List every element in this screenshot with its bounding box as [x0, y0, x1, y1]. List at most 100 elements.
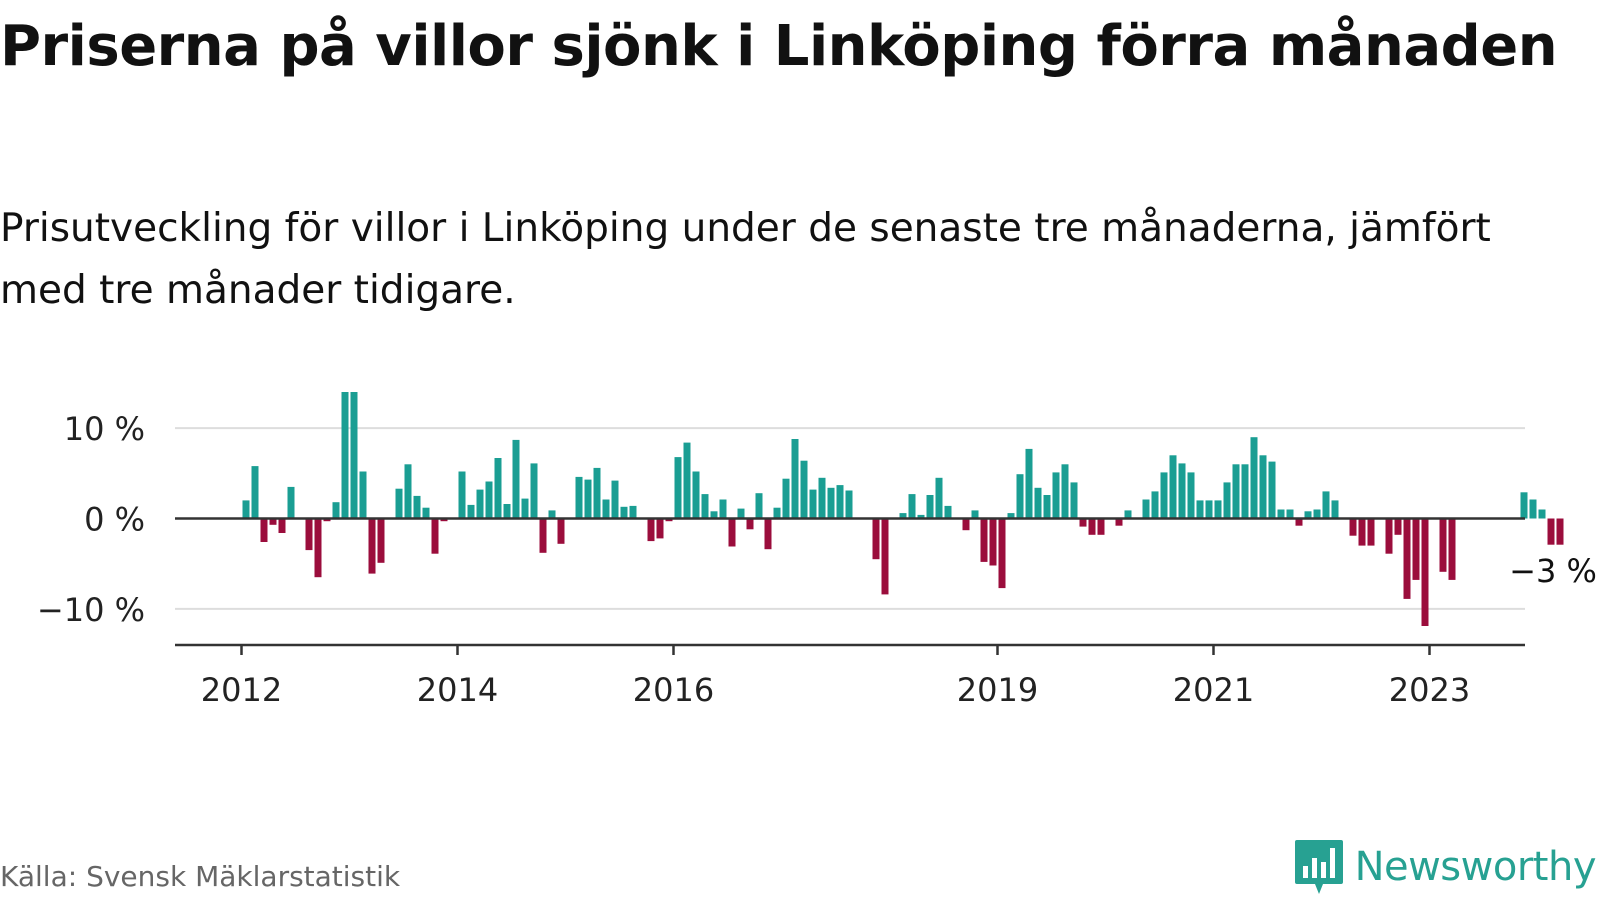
bar: [431, 518, 439, 554]
bar: [314, 518, 322, 578]
y-tick-label: −10 %: [37, 591, 145, 629]
bar: [1124, 510, 1132, 519]
bar: [539, 518, 547, 553]
bar: [881, 518, 889, 595]
bar: [584, 479, 592, 519]
bar: [521, 498, 529, 519]
bar: [440, 518, 448, 522]
bar: [1358, 518, 1366, 546]
bar: [1394, 518, 1402, 535]
bar: [800, 460, 808, 519]
bar: [1187, 472, 1195, 519]
last-value-label: −3 %: [1509, 552, 1597, 590]
bar: [710, 511, 718, 519]
bar: [1448, 518, 1456, 580]
bar: [1439, 518, 1447, 572]
bar: [1052, 472, 1060, 519]
x-tick-label: 2021: [1173, 671, 1254, 709]
bar: [1538, 509, 1546, 519]
bar: [242, 500, 250, 519]
bar: [656, 518, 664, 539]
bar: [674, 457, 682, 519]
bar: [1043, 495, 1051, 519]
bar: [1160, 472, 1168, 519]
bar: [908, 494, 916, 519]
bar: [836, 485, 844, 519]
bar: [782, 478, 790, 519]
bar: [395, 488, 403, 519]
bar: [764, 518, 772, 550]
x-tick-label: 2019: [957, 671, 1038, 709]
bar: [287, 486, 295, 519]
bar: [1556, 518, 1564, 545]
bar: [629, 505, 637, 519]
bar: [251, 466, 259, 519]
bar: [1385, 518, 1393, 554]
newsworthy-logo-icon: [1294, 840, 1343, 894]
bar: [692, 471, 700, 519]
bar: [1520, 492, 1528, 519]
bar: [1421, 518, 1429, 626]
bar: [926, 495, 934, 519]
chart-subtitle: Prisutveckling för villor i Linköping un…: [0, 206, 1491, 313]
bar: [1277, 509, 1285, 519]
bar: [620, 506, 628, 519]
bar: [458, 471, 466, 519]
brand-logo: Newsworthy: [1293, 838, 1597, 896]
bar: [557, 518, 565, 544]
bar: [467, 504, 475, 519]
bar: [404, 464, 412, 519]
bar: [611, 480, 619, 519]
bar: [323, 518, 331, 522]
bar: [1547, 518, 1555, 545]
bar: [1007, 513, 1015, 519]
bar: [935, 477, 943, 519]
bar: [728, 518, 736, 547]
bar: [1250, 437, 1258, 519]
bar: [737, 508, 745, 519]
bar: [1367, 518, 1375, 546]
bar: [944, 505, 952, 519]
bar: [1529, 499, 1537, 519]
bar: [476, 489, 484, 519]
bar: [368, 518, 376, 574]
bar: [548, 510, 556, 519]
bar: [1142, 499, 1150, 519]
bar: [1268, 461, 1276, 519]
bar: [917, 514, 925, 519]
bar: [1097, 518, 1105, 535]
brand-name: Newsworthy: [1354, 844, 1597, 890]
bar: [494, 458, 502, 519]
bar: [575, 476, 583, 519]
bar: [872, 518, 880, 560]
chart-title: Priserna på villor sjönk i Linköping för…: [0, 14, 1558, 79]
bar: [719, 499, 727, 519]
source-note: Källa: Svensk Mäklarstatistik: [0, 860, 401, 893]
bar: [1304, 511, 1312, 519]
bar: [827, 487, 835, 519]
bar: [1412, 518, 1420, 580]
bar: [422, 507, 430, 519]
bar: [998, 518, 1006, 589]
bar: [1016, 474, 1024, 519]
bar: [1223, 482, 1231, 519]
bar: [269, 518, 277, 525]
bar: [1322, 491, 1330, 519]
bar: [1034, 487, 1042, 519]
bar: [1115, 518, 1123, 526]
bar: [341, 392, 349, 519]
bar: [818, 477, 826, 519]
bar: [260, 518, 268, 542]
bar: [845, 490, 853, 519]
bar: [755, 493, 763, 519]
bar: [1214, 500, 1222, 519]
bar: [1259, 455, 1267, 519]
bar: [773, 507, 781, 519]
bar: [530, 463, 538, 519]
bar: [899, 513, 907, 519]
bar: [1151, 491, 1159, 519]
bar: [1295, 518, 1303, 526]
bar: [1349, 518, 1357, 536]
bar: [512, 439, 520, 519]
